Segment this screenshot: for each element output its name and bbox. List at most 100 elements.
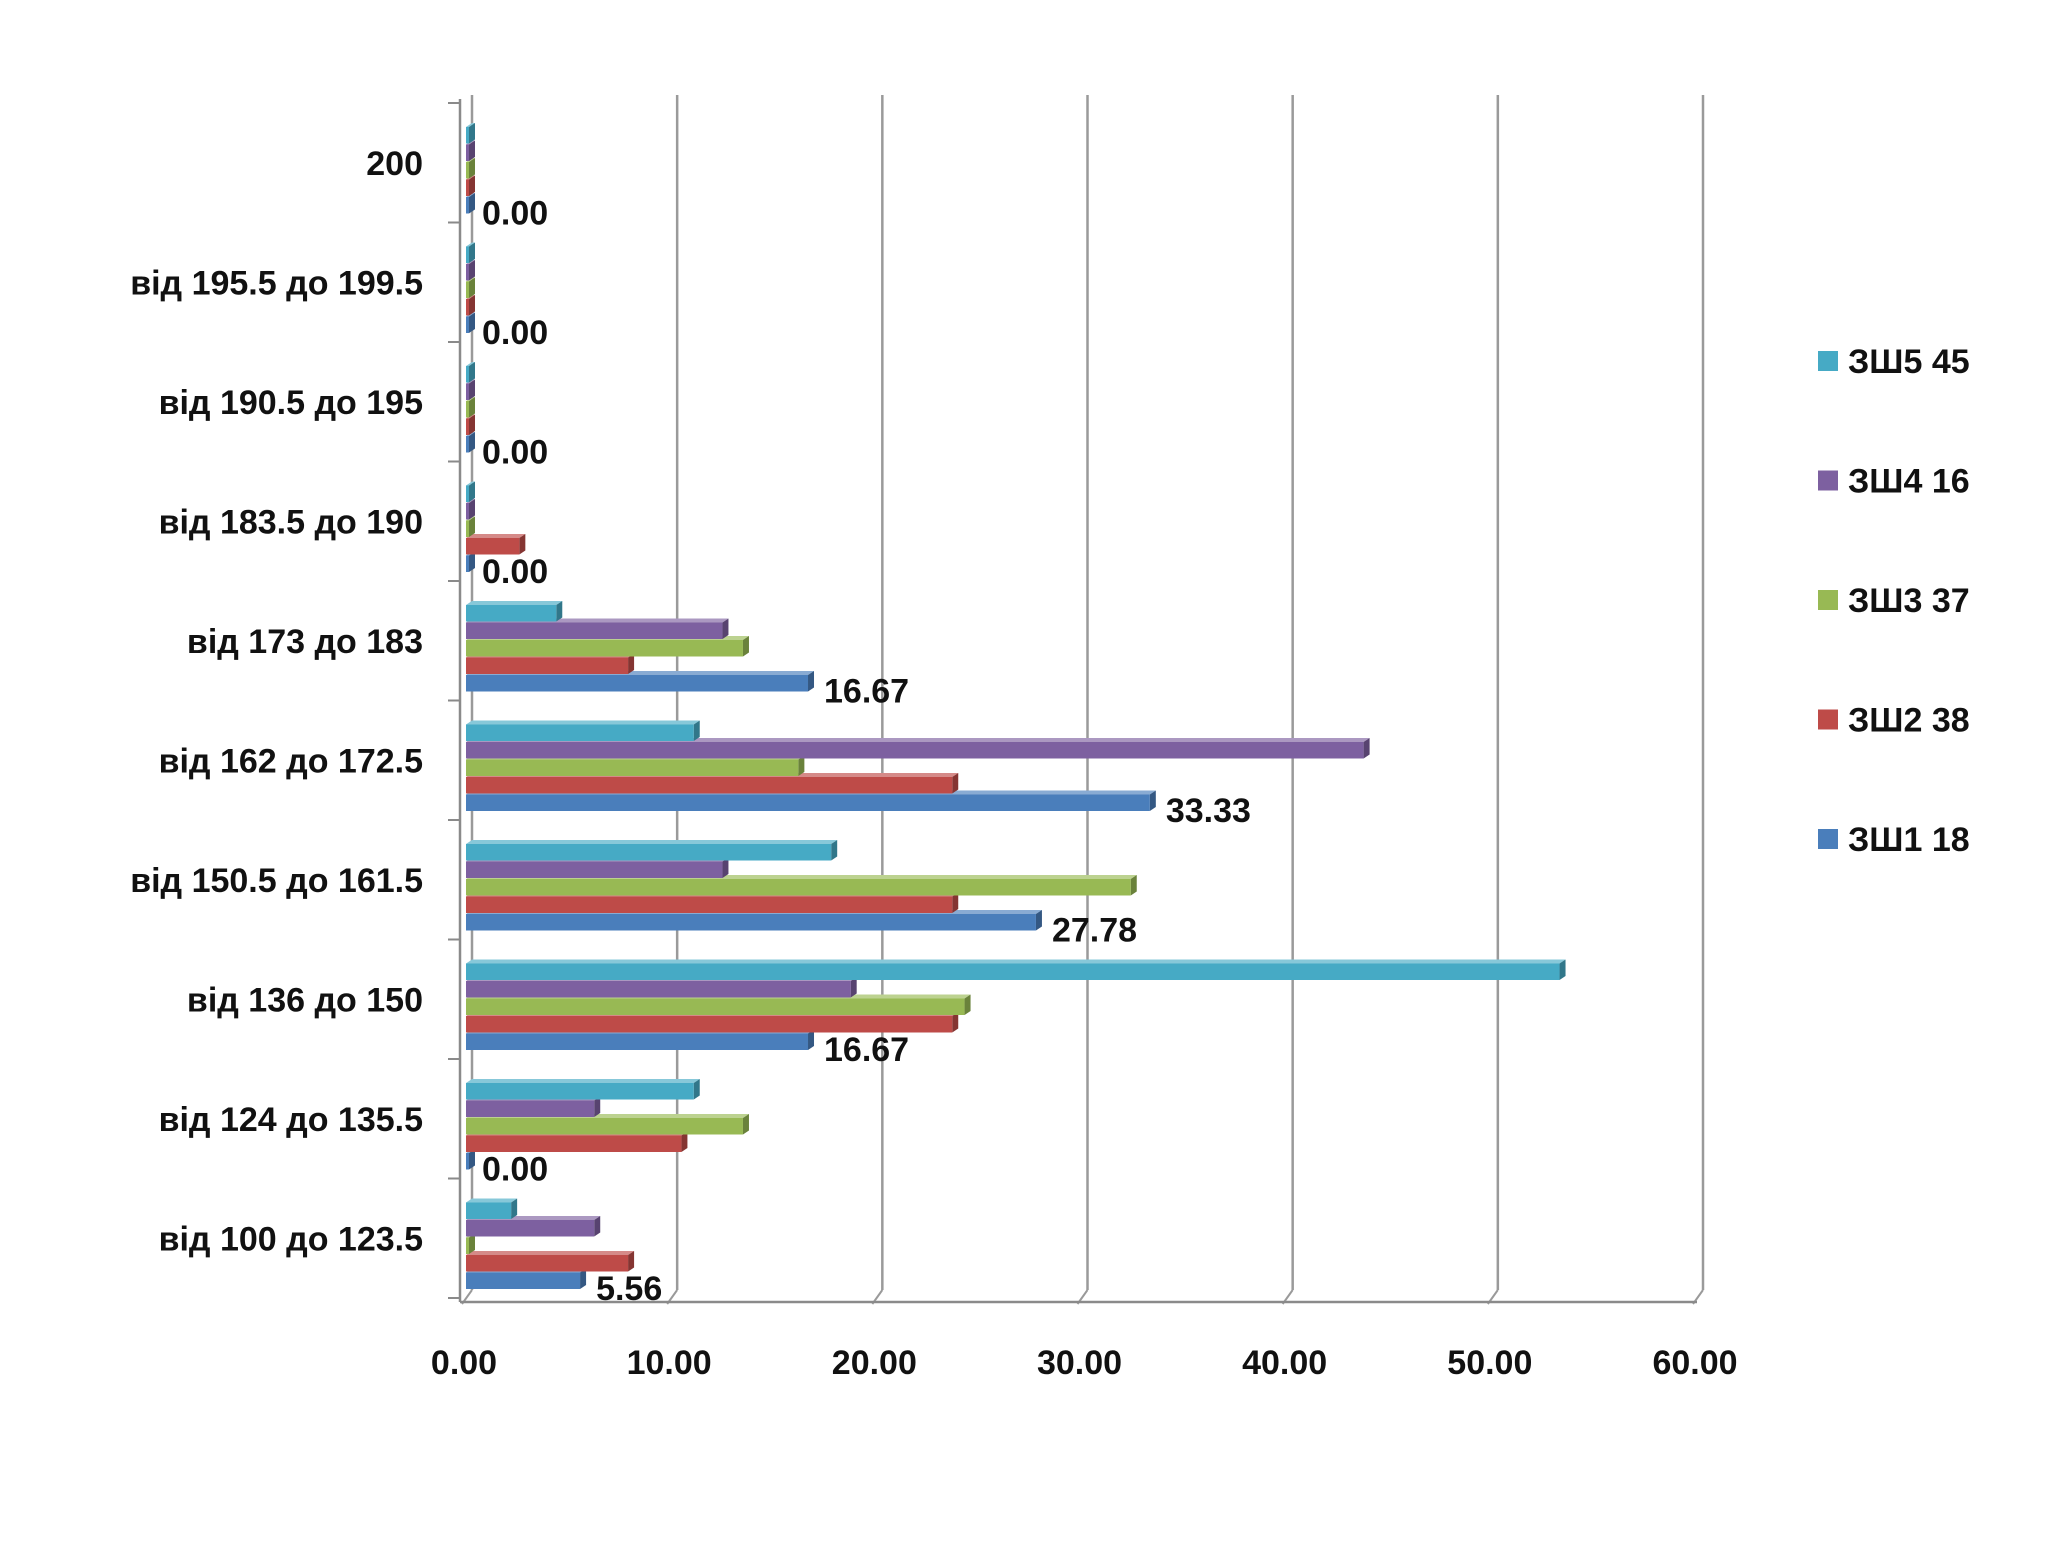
bar xyxy=(466,1096,601,1117)
bar-end-face xyxy=(1363,738,1370,759)
bar-front-face xyxy=(466,401,469,418)
category-label: від 195.5 до 199.5 xyxy=(130,264,423,302)
bar xyxy=(466,755,805,776)
bar-end-face xyxy=(964,994,971,1015)
bar-end-face xyxy=(1130,875,1137,896)
bar-front-face xyxy=(466,777,953,794)
bar-front-face xyxy=(466,981,851,998)
bar-front-face xyxy=(466,794,1150,811)
x-tick-label: 0.00 xyxy=(431,1344,497,1382)
bar xyxy=(466,1012,959,1033)
data-label: 33.33 xyxy=(1166,792,1251,830)
bar-end-face xyxy=(469,379,475,400)
bar xyxy=(466,790,1156,811)
bar-front-face xyxy=(466,246,469,263)
bar xyxy=(466,260,475,281)
bar-end-face xyxy=(519,534,526,555)
bar-front-face xyxy=(466,622,723,639)
bar-front-face xyxy=(466,418,469,435)
bar xyxy=(466,295,475,316)
bar-front-face xyxy=(466,675,809,692)
bar-end-face xyxy=(742,1114,749,1135)
bar-front-face xyxy=(466,1220,595,1237)
data-label: 0.00 xyxy=(482,434,548,472)
bar-front-face xyxy=(466,914,1036,931)
bar-end-face xyxy=(722,857,729,878)
bar-front-face xyxy=(466,844,832,861)
bar-top-face xyxy=(466,601,563,605)
legend-item: ЗШ3 37 xyxy=(1818,582,1970,620)
bar xyxy=(466,892,959,913)
bar-end-face xyxy=(469,414,475,435)
bar-front-face xyxy=(466,538,520,555)
data-label: 16.67 xyxy=(824,673,909,711)
bars: 5.56 0.00 16.67 27.78 33.33 16.67 0.00 0.00 0.00… xyxy=(466,123,1566,1308)
bar xyxy=(466,959,1566,980)
bar xyxy=(466,1198,518,1219)
data-label: 0.00 xyxy=(482,1151,548,1189)
category-label: від 190.5 до 195 xyxy=(159,384,423,422)
bar-front-face xyxy=(466,998,965,1015)
bar xyxy=(466,1114,749,1135)
bar-end-face xyxy=(469,277,475,298)
category-label: від 183.5 до 190 xyxy=(159,503,423,541)
bar-end-face xyxy=(580,1268,587,1289)
bar xyxy=(466,1079,700,1100)
bar-front-face xyxy=(466,1118,743,1135)
bar-front-face xyxy=(466,896,953,913)
bar-front-face xyxy=(466,1272,581,1289)
x-tick-label: 30.00 xyxy=(1037,1344,1122,1382)
bar-top-face xyxy=(466,959,1566,964)
x-tick-label: 10.00 xyxy=(627,1344,712,1382)
legend-label: ЗШ3 37 xyxy=(1848,582,1970,620)
bar-front-face xyxy=(466,1083,694,1100)
bar xyxy=(466,720,700,741)
bar-front-face xyxy=(466,366,469,383)
category-labels: від 100 до 123.5 від 124 до 135.5 від 136 … xyxy=(130,145,423,1259)
legend-swatch xyxy=(1818,351,1838,371)
legend-label: ЗШ4 16 xyxy=(1848,463,1970,501)
data-label: 0.00 xyxy=(482,314,548,352)
legend-swatch xyxy=(1818,470,1838,491)
category-label: від 150.5 до 161.5 xyxy=(130,862,423,900)
bar-end-face xyxy=(469,551,475,572)
bar xyxy=(466,158,475,179)
bar-end-face xyxy=(693,720,700,741)
bar xyxy=(466,857,729,878)
bar xyxy=(466,618,729,639)
bar-front-face xyxy=(466,162,469,179)
data-label: 5.56 xyxy=(596,1270,662,1308)
legend-item: ЗШ2 38 xyxy=(1818,702,1970,740)
legend: ЗШ5 45 ЗШ4 16 ЗШ3 37 ЗШ2 38 ЗШ1 18 xyxy=(1818,343,1970,859)
category-label: від 136 до 150 xyxy=(187,981,423,1019)
bar-end-face xyxy=(469,140,475,161)
bar xyxy=(466,414,475,435)
legend-swatch xyxy=(1818,829,1838,849)
bar-front-face xyxy=(466,179,469,196)
bar xyxy=(466,123,475,144)
bar xyxy=(466,636,749,657)
bar-front-face xyxy=(466,1202,512,1219)
bar-front-face xyxy=(466,640,743,657)
bar-end-face xyxy=(469,193,475,214)
legend-label: ЗШ5 45 xyxy=(1848,343,1970,381)
bar-front-face xyxy=(466,127,469,144)
bar xyxy=(466,601,563,622)
bar-end-face xyxy=(469,295,475,316)
bar xyxy=(466,312,475,333)
bar xyxy=(466,910,1042,931)
bar-front-face xyxy=(466,264,469,281)
bar-end-face xyxy=(594,1216,601,1237)
data-label: 0.00 xyxy=(482,553,548,591)
bar-front-face xyxy=(466,144,469,161)
bar-end-face xyxy=(742,636,749,657)
data-label: 27.78 xyxy=(1052,912,1137,950)
bar-top-face xyxy=(466,1198,518,1203)
legend-item: ЗШ5 45 xyxy=(1818,343,1970,381)
category-label: від 173 до 183 xyxy=(187,623,423,661)
bar-end-face xyxy=(469,123,475,144)
legend-swatch xyxy=(1818,709,1838,730)
bar xyxy=(466,1149,475,1170)
bar-top-face xyxy=(466,242,475,247)
bar xyxy=(466,738,1370,759)
